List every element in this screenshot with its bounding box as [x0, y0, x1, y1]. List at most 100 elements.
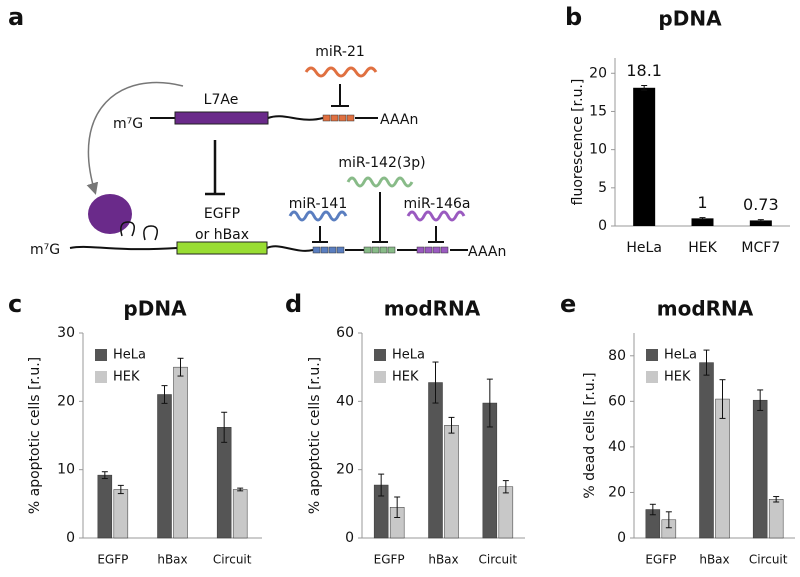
y-tick-label: 60: [608, 393, 626, 409]
y-tick-label: 60: [336, 325, 354, 341]
bar: [749, 220, 772, 226]
mirna-wave: [406, 210, 466, 222]
chart-title: pDNA: [123, 297, 187, 321]
legend-swatch: [95, 371, 107, 383]
bar: [428, 382, 443, 539]
y-tick-label: 80: [608, 348, 626, 364]
legend-label: HeLa: [664, 348, 697, 363]
x-tick-label: EGFP: [97, 553, 128, 567]
bar: [97, 474, 113, 539]
chart-title: pDNA: [658, 7, 722, 31]
arrow: [86, 81, 184, 195]
tail-label: AAAn: [380, 112, 418, 128]
inhibition: [312, 192, 444, 243]
x-tick-label: HEK: [688, 240, 717, 256]
cap-label: m⁷G: [113, 116, 143, 132]
legend-label: HeLa: [113, 348, 146, 363]
chart-title: modRNA: [384, 297, 481, 321]
x-tick-label: Circuit: [213, 553, 252, 567]
x-tick-label: hBax: [157, 553, 187, 567]
mirna-label: miR-21: [315, 44, 365, 60]
bar: [216, 427, 232, 539]
value-label: 0.73: [743, 195, 779, 214]
bar: [444, 425, 459, 539]
panel-label: b: [565, 3, 582, 31]
mirna-wave: [288, 210, 348, 222]
y-tick-label: 5: [598, 180, 607, 196]
mrna-line: [69, 245, 468, 252]
value-label: 18.1: [626, 61, 662, 80]
bar: [699, 362, 714, 539]
y-tick-label: 0: [345, 530, 354, 546]
legend-label: HEK: [664, 370, 691, 385]
bar: [498, 486, 514, 539]
legend-swatch: [646, 371, 658, 383]
target-sites: [312, 246, 449, 254]
panel-label: e: [560, 290, 576, 318]
protein-label: L7Ae: [204, 92, 239, 108]
l7ae-orf: [174, 111, 269, 125]
y-tick-label: 10: [57, 462, 75, 478]
legend-swatch: [374, 371, 386, 383]
bar: [768, 499, 784, 539]
y-tick-label: 30: [57, 325, 75, 341]
y-tick-label: 40: [336, 393, 354, 409]
bar: [173, 366, 188, 539]
y-tick-label: 0: [598, 218, 607, 234]
legend-swatch: [646, 349, 658, 361]
y-tick-label: 40: [608, 439, 626, 455]
x-tick-label: EGFP: [645, 553, 676, 567]
y-axis-label: % dead cells [r.u.]: [582, 372, 598, 498]
y-tick-label: 20: [608, 484, 626, 500]
y-tick-label: 20: [336, 462, 354, 478]
y-axis-label: % apoptotic cells [r.u.]: [307, 357, 323, 514]
legend-swatch: [95, 349, 107, 361]
y-axis-label: fluorescence [r.u.]: [570, 79, 586, 206]
ribosome: [88, 194, 132, 234]
y-tick-label: 0: [617, 530, 626, 546]
tail-label: AAAn: [468, 244, 506, 260]
cap-label: m⁷G: [30, 242, 60, 258]
inhibition: [331, 84, 349, 107]
inhibition: [205, 140, 225, 196]
reporter-orf: [176, 241, 268, 255]
kink-turn: [120, 221, 158, 241]
bar: [113, 489, 129, 539]
bar: [633, 87, 656, 226]
diagram: a m⁷G L7Ae AAAn miR-21 EGFP or hBax m⁷G …: [8, 3, 506, 260]
x-tick-label: hBax: [428, 553, 458, 567]
bar: [752, 399, 768, 539]
mirna-label: miR-142(3p): [338, 155, 425, 171]
bar: [232, 489, 248, 539]
target-sites: [322, 114, 355, 122]
mrna-line: [150, 115, 378, 121]
y-axis-label: % apoptotic cells [r.u.]: [27, 357, 43, 514]
legend-label: HEK: [392, 370, 419, 385]
reporter-label: EGFP: [204, 206, 240, 222]
x-tick-label: MCF7: [741, 240, 780, 256]
panel-label: c: [8, 290, 22, 318]
legend-swatch: [374, 349, 386, 361]
mirna-label: miR-141: [289, 196, 347, 212]
x-tick-label: hBax: [699, 553, 729, 567]
legend-label: HEK: [113, 370, 140, 385]
x-tick-label: Circuit: [749, 553, 788, 567]
y-tick-label: 0: [66, 530, 75, 546]
y-tick-label: 10: [589, 142, 607, 158]
mirna-label: miR-146a: [403, 196, 470, 212]
panel-label: a: [8, 3, 24, 31]
x-tick-label: EGFP: [374, 553, 405, 567]
panel-label: d: [285, 290, 302, 318]
mirna-wave: [346, 176, 414, 188]
value-label: 1: [697, 193, 707, 212]
chart-title: modRNA: [657, 297, 754, 321]
x-tick-label: Circuit: [479, 553, 518, 567]
legend-label: HeLa: [392, 348, 425, 363]
reporter-label: or hBax: [195, 227, 249, 243]
bar: [157, 394, 172, 539]
bar: [715, 398, 730, 539]
y-tick-label: 20: [57, 393, 75, 409]
bar: [691, 218, 714, 226]
y-tick-label: 15: [589, 103, 607, 119]
